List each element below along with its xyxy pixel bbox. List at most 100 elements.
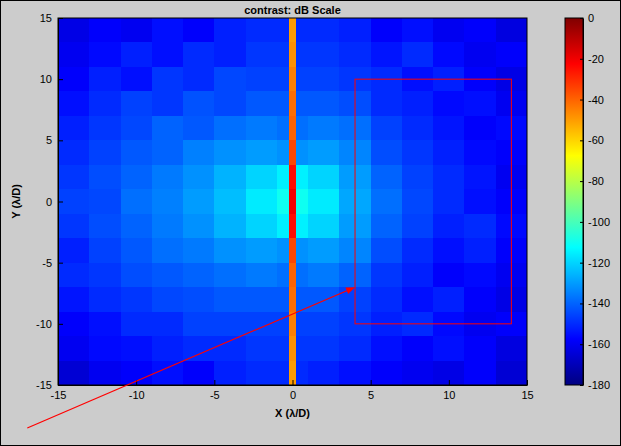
heatmap-cell [464,42,496,67]
y-tick-label: 5 [46,134,52,146]
heatmap-cell [58,214,90,239]
colorbar-tick-mark [580,59,583,60]
heatmap-cell [152,238,184,263]
heatmap-cell [246,336,278,361]
heatmap-cell [402,18,434,43]
colorbar-tick-mark [580,303,583,304]
heatmap-cell [277,361,290,385]
heatmap-cell [89,67,121,92]
heatmap-cell [152,287,184,312]
x-tick-label: 0 [290,389,296,401]
x-tick: -5 [210,380,220,401]
heatmap-cell [89,91,121,116]
heatmap-cell [152,140,184,165]
heatmap-cell [289,287,296,312]
colorbar-axis-line [583,19,584,386]
heatmap-cell [121,312,153,337]
heatmap-cell [183,336,215,361]
colorbar-tick-label: -60 [588,134,604,146]
heatmap-cell [308,67,340,92]
heatmap-cell [89,336,121,361]
heatmap-cell [402,287,434,312]
heatmap-cell [296,18,309,43]
heatmap-cell [289,116,296,141]
heatmap-cell [183,116,215,141]
colorbar-tick: -180 [580,379,610,391]
heatmap-cell [371,336,403,361]
heatmap-cell [121,263,153,288]
heatmap-cell [89,312,121,337]
colorbar-tick-mark [580,18,583,19]
heatmap-cell [296,263,309,288]
heatmap-cell [152,18,184,43]
heatmap-cell [58,238,90,263]
heatmap-cell [246,312,278,337]
heatmap-cell [464,263,496,288]
x-tick: 15 [521,380,533,401]
heatmap-cell [296,67,309,92]
heatmap-cell [277,67,290,92]
heatmap-cell [121,67,153,92]
colorbar [565,18,583,385]
heatmap-cell [371,361,403,385]
heatmap-cell [183,287,215,312]
heatmap-cell [89,263,121,288]
colorbar-tick-label: -140 [588,297,610,309]
heatmap-cell [277,214,290,239]
heatmap-cell [277,42,290,67]
heatmap-cell [289,42,296,67]
heatmap-cell [371,238,403,263]
heatmap-cell [58,140,90,165]
heatmap-cell [152,165,184,190]
heatmap-cell [402,361,434,385]
heatmap-cell [308,312,340,337]
heatmap-cell [296,238,309,263]
heatmap-cell [183,361,215,385]
y-tick-label: 15 [40,12,52,24]
heatmap-cell [433,361,465,385]
heatmap-cell [183,263,215,288]
heatmap-cell [121,287,153,312]
heatmap-cell [183,67,215,92]
heatmap-cell [214,312,246,337]
heatmap-cell [246,91,278,116]
heatmap-cell [152,91,184,116]
heatmap-cell [58,263,90,288]
heatmap-cell [433,42,465,67]
y-axis: -15-10-5051015 [36,12,63,391]
y-tick-label: -5 [42,257,52,269]
heatmap-cell [289,91,296,116]
x-tick-mark [371,380,372,385]
heatmap-cell [121,238,153,263]
heatmap-cell [152,336,184,361]
heatmap-cell [402,116,434,141]
heatmap-cell [402,140,434,165]
heatmap-cell [371,116,403,141]
y-axis-title: Y (λ/D) [10,184,22,219]
heatmap-cell [433,214,465,239]
heatmap-cell [371,140,403,165]
heatmap-cell [89,189,121,214]
heatmap-cell [58,18,90,43]
colorbar-axis: 0-20-40-60-80-100-120-140-160-180 [580,12,610,391]
heatmap-cell [214,42,246,67]
heatmap-cell [464,189,496,214]
heatmap-cell [214,238,246,263]
heatmap-cell [246,140,278,165]
heatmap-cell [152,67,184,92]
heatmap-cell [496,336,527,361]
heatmap-cell [214,91,246,116]
heatmap-cell [289,263,296,288]
heatmap-cell [277,140,290,165]
heatmap-cell [289,336,296,361]
heatmap-cell [58,287,90,312]
heatmap-cell [464,18,496,43]
heatmap-cell [58,91,90,116]
heatmap-cell [371,91,403,116]
heatmap-cell [277,238,290,263]
heatmap-cell [246,42,278,67]
heatmap-cell [121,140,153,165]
heatmap-cell [339,18,371,43]
heatmap-cell [121,91,153,116]
heatmap-cell [496,361,527,385]
